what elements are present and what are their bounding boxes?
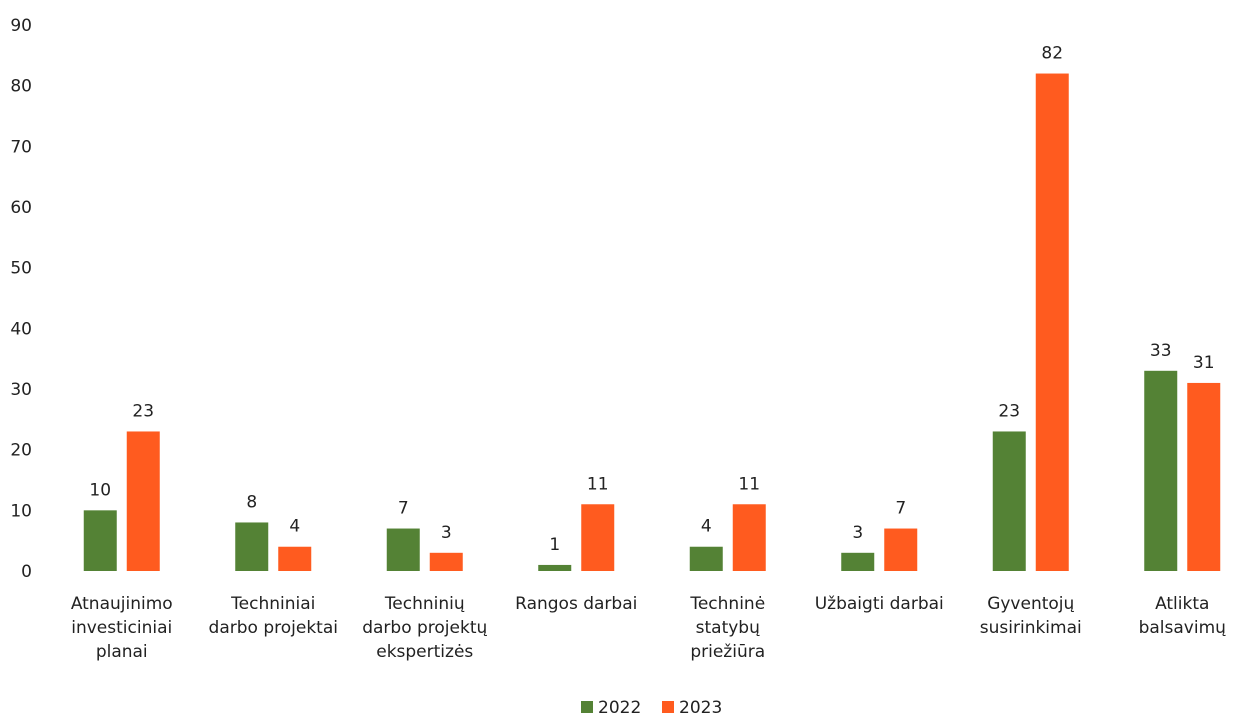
- y-axis: 0 10 20 30 40 50 60 70 80 90: [10, 16, 32, 582]
- data-label-2023-3: 11: [587, 474, 609, 494]
- category-label: Techninė: [689, 594, 765, 614]
- bar-2022-2: [386, 528, 420, 571]
- category-label: planai: [96, 642, 148, 662]
- data-label-2022-7: 33: [1150, 341, 1172, 361]
- y-tick-label: 80: [10, 77, 32, 97]
- data-label-2022-3: 1: [549, 535, 560, 555]
- bar-2023-5: [884, 528, 918, 571]
- data-label-2022-4: 4: [701, 517, 712, 537]
- category-label: statybų: [696, 618, 760, 638]
- data-label-2022-5: 3: [852, 523, 863, 543]
- category-label: ekspertizės: [376, 642, 473, 662]
- category-label: priežiūra: [690, 642, 765, 662]
- y-tick-label: 10: [10, 501, 32, 521]
- bar-2023-2: [429, 552, 463, 571]
- data-label-2023-6: 82: [1041, 44, 1063, 64]
- legend-label-2022: 2022: [598, 698, 641, 717]
- category-label: susirinkimai: [980, 618, 1082, 638]
- bar-2022-0: [83, 510, 117, 571]
- category-label: darbo projektų: [362, 618, 487, 638]
- y-tick-label: 40: [10, 319, 32, 339]
- y-tick-label: 30: [10, 380, 32, 400]
- category-label: Gyventojų: [987, 594, 1074, 614]
- y-tick-label: 20: [10, 441, 32, 461]
- y-tick-label: 90: [10, 16, 32, 36]
- legend: 2022 2023: [581, 698, 722, 717]
- y-tick-label: 0: [21, 562, 32, 582]
- category-label: investiciniai: [71, 618, 172, 638]
- category-label: Užbaigti darbai: [815, 594, 944, 614]
- category-label: Atnaujinimo: [71, 594, 173, 614]
- bar-2022-4: [689, 546, 723, 571]
- legend-swatch-2023: [662, 701, 674, 713]
- data-label-2022-2: 7: [398, 499, 409, 519]
- y-tick-label: 70: [10, 137, 32, 157]
- category-label: Techninių: [384, 594, 465, 614]
- data-label-2023-4: 11: [738, 474, 760, 494]
- bar-2023-0: [126, 431, 160, 571]
- bar-2022-7: [1144, 370, 1178, 571]
- bars: [83, 73, 1221, 572]
- data-label-2022-6: 23: [998, 401, 1020, 421]
- category-labels: Atnaujinimo investiciniai planai Techniniai…: [71, 594, 1226, 662]
- category-label: darbo projektai: [209, 618, 338, 638]
- legend-label-2023: 2023: [679, 698, 722, 717]
- bar-2023-4: [732, 504, 766, 571]
- data-label-2023-5: 7: [895, 499, 906, 519]
- bar-2022-3: [538, 564, 572, 571]
- y-tick-label: 60: [10, 198, 32, 218]
- bar-2023-1: [278, 546, 312, 571]
- category-label: Atlikta: [1155, 594, 1209, 614]
- data-label-2023-0: 23: [132, 401, 154, 421]
- y-tick-label: 50: [10, 259, 32, 279]
- bar-2022-6: [992, 431, 1026, 571]
- bar-2022-1: [235, 522, 269, 571]
- data-label-2022-1: 8: [246, 492, 257, 512]
- category-label: balsavimų: [1139, 618, 1227, 638]
- category-label: Techniniai: [230, 594, 315, 614]
- data-label-2023-7: 31: [1193, 353, 1215, 373]
- bar-2023-7: [1187, 382, 1221, 571]
- category-label: Rangos darbai: [515, 594, 637, 614]
- data-label-2023-2: 3: [441, 523, 452, 543]
- bar-2022-5: [841, 552, 875, 571]
- bar-2023-6: [1035, 73, 1069, 572]
- data-label-2023-1: 4: [289, 517, 300, 537]
- legend-swatch-2022: [581, 701, 593, 713]
- bar-2023-3: [581, 504, 615, 571]
- data-label-2022-0: 10: [89, 480, 111, 500]
